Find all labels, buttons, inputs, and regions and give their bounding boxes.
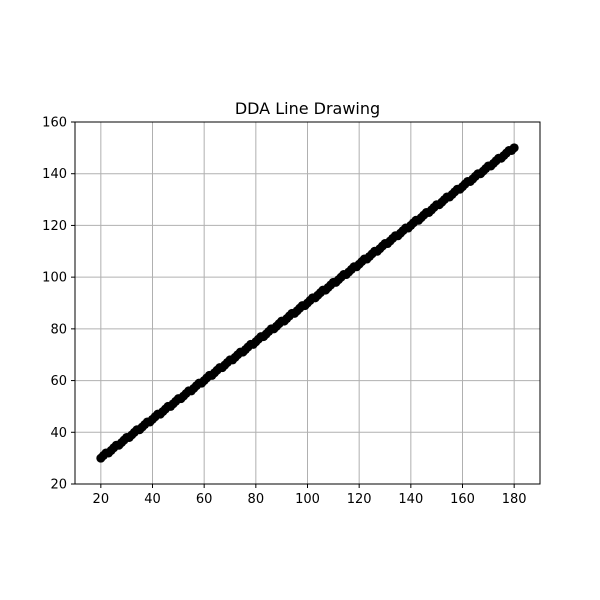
y-tick-label: 20 [50,478,67,493]
x-tick-label: 140 [398,492,423,507]
x-tick-label: 80 [248,492,265,507]
y-tick-label: 140 [42,167,67,182]
data-point [509,143,519,153]
x-tick-label: 20 [93,492,110,507]
y-tick-label: 160 [42,116,67,131]
ticks: 20 40 60 80 100 120 140 160 180 20 40 60 80 100 120 140… [42,116,526,508]
x-tick-label: 120 [347,492,372,507]
series-layer [96,143,519,463]
y-tick-label: 60 [50,374,67,389]
x-tick-label: 60 [196,492,213,507]
y-tick-label: 80 [50,322,67,337]
chart-title: DDA Line Drawing [235,99,380,118]
x-tick-label: 100 [295,492,320,507]
x-tick-label: 40 [144,492,161,507]
y-tick-label: 40 [50,426,67,441]
y-tick-label: 100 [42,271,67,286]
y-tick-label: 120 [42,219,67,234]
x-tick-label: 160 [450,492,475,507]
x-tick-label: 180 [502,492,527,507]
